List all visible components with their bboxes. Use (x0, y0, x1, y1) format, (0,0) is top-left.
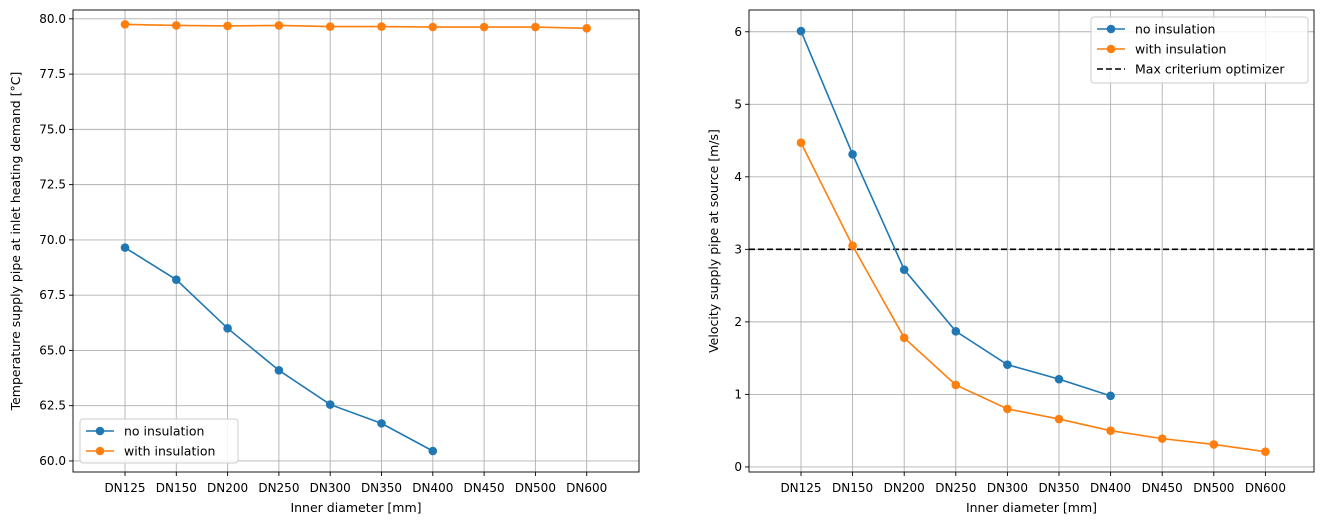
y-tick-label: 0 (734, 460, 742, 474)
data-point (428, 446, 438, 456)
data-point (951, 380, 961, 390)
x-tick-label: DN200 (884, 481, 925, 495)
y-tick-label: 2 (734, 315, 742, 329)
legend-label: no insulation (124, 424, 204, 439)
x-tick-label: DN300 (987, 481, 1028, 495)
data-point (325, 22, 335, 31)
x-tick-label: DN200 (207, 481, 248, 495)
series-line-2 (800, 142, 1266, 453)
x-axis-label: Inner diameter [mm] (966, 500, 1097, 515)
legend-box (79, 418, 239, 464)
x-tick-label: DN125 (780, 481, 821, 495)
data-point (172, 21, 181, 30)
legend-marker (1106, 24, 1116, 34)
data-point (1054, 414, 1064, 424)
y-tick-label: 5 (734, 97, 742, 111)
data-point (274, 21, 284, 30)
legend-label: Max criterium optimizer (1135, 62, 1285, 77)
data-point (796, 138, 806, 148)
x-tick-label: DN250 (258, 481, 299, 495)
legend-marker (1106, 44, 1116, 54)
data-point (223, 324, 232, 333)
data-point (428, 22, 438, 32)
y-tick-label: 1 (734, 387, 742, 401)
x-tick-label: DN300 (310, 481, 351, 495)
x-tick-label: DN500 (1193, 481, 1234, 495)
data-point (582, 24, 591, 33)
x-tick-label: DN125 (104, 481, 145, 495)
y-axis-label: Temperature supply pipe at inlet heating… (8, 72, 23, 412)
x-tick-label: DN500 (515, 481, 556, 495)
legend-marker (95, 426, 105, 436)
legend-label: no insulation (1135, 22, 1215, 37)
data-point (1106, 426, 1115, 435)
y-tick-label: 3 (734, 242, 742, 256)
y-tick-label: 62.5 (39, 399, 66, 413)
data-point (1003, 360, 1012, 369)
legend-box (1090, 16, 1309, 84)
data-point (377, 419, 386, 428)
data-point (1209, 440, 1219, 449)
x-tick-label: DN400 (412, 481, 453, 495)
y-tick-label: 70.0 (39, 233, 66, 247)
chart-panel-2: DN125 DN150 DN200 DN250 DN300 DN350 DN400 DN450… (706, 9, 1315, 515)
legend: no insulation with insulation Max criteriu… (1090, 16, 1309, 84)
data-point (1003, 404, 1012, 414)
y-tick-label: 6 (734, 25, 742, 39)
x-tick-label: DN450 (1142, 481, 1183, 495)
x-tick-label: DN150 (156, 481, 197, 495)
x-tick-label: DN350 (361, 481, 402, 495)
legend-marker (95, 446, 105, 456)
y-tick-label: 72.5 (39, 178, 66, 192)
y-tick-label: 67.5 (39, 288, 66, 302)
data-point (325, 400, 335, 409)
series-line-2 (124, 23, 587, 30)
data-point (377, 22, 386, 31)
x-tick-label: DN600 (566, 481, 607, 495)
data-point (951, 326, 961, 336)
data-point (274, 366, 284, 375)
data-point (1157, 434, 1167, 443)
data-point (796, 26, 806, 36)
data-point (172, 275, 181, 284)
chart-panel-1: DN125 DN150 DN200 DN250 DN300 DN350 DN400 DN450… (8, 9, 640, 515)
data-point (899, 265, 909, 274)
legend-label: with insulation (124, 444, 215, 459)
x-tick-label: DN400 (1090, 481, 1131, 495)
y-tick-label: 75.0 (39, 122, 66, 136)
y-tick-label: 4 (734, 170, 742, 184)
x-tick-label: DN150 (832, 481, 873, 495)
axes-frame (748, 9, 1315, 473)
x-tick-label: DN250 (935, 481, 976, 495)
y-tick-label: 60.0 (39, 454, 66, 468)
y-axis-label: Velocity supply pipe at source [m/s] (706, 129, 721, 353)
y-tick-label: 77.5 (39, 67, 66, 81)
y-tick-label: 65.0 (39, 343, 66, 357)
data-point (848, 150, 857, 159)
x-axis-label: Inner diameter [mm] (290, 500, 421, 515)
y-tick-label: 80.0 (39, 12, 66, 26)
data-point (531, 22, 540, 32)
data-point (120, 20, 130, 29)
x-tick-label: DN350 (1038, 481, 1079, 495)
data-point (848, 241, 857, 251)
data-point (899, 333, 909, 343)
x-tick-label: DN600 (1245, 481, 1286, 495)
data-point (1106, 391, 1115, 401)
data-point (1054, 374, 1064, 384)
legend: no insulation with insulation (79, 418, 239, 464)
data-point (120, 243, 130, 252)
data-point (1261, 447, 1270, 456)
x-tick-label: DN450 (464, 481, 505, 495)
data-point (479, 22, 489, 32)
data-point (223, 21, 232, 31)
axes-frame (72, 9, 640, 473)
legend-label: with insulation (1135, 42, 1226, 57)
